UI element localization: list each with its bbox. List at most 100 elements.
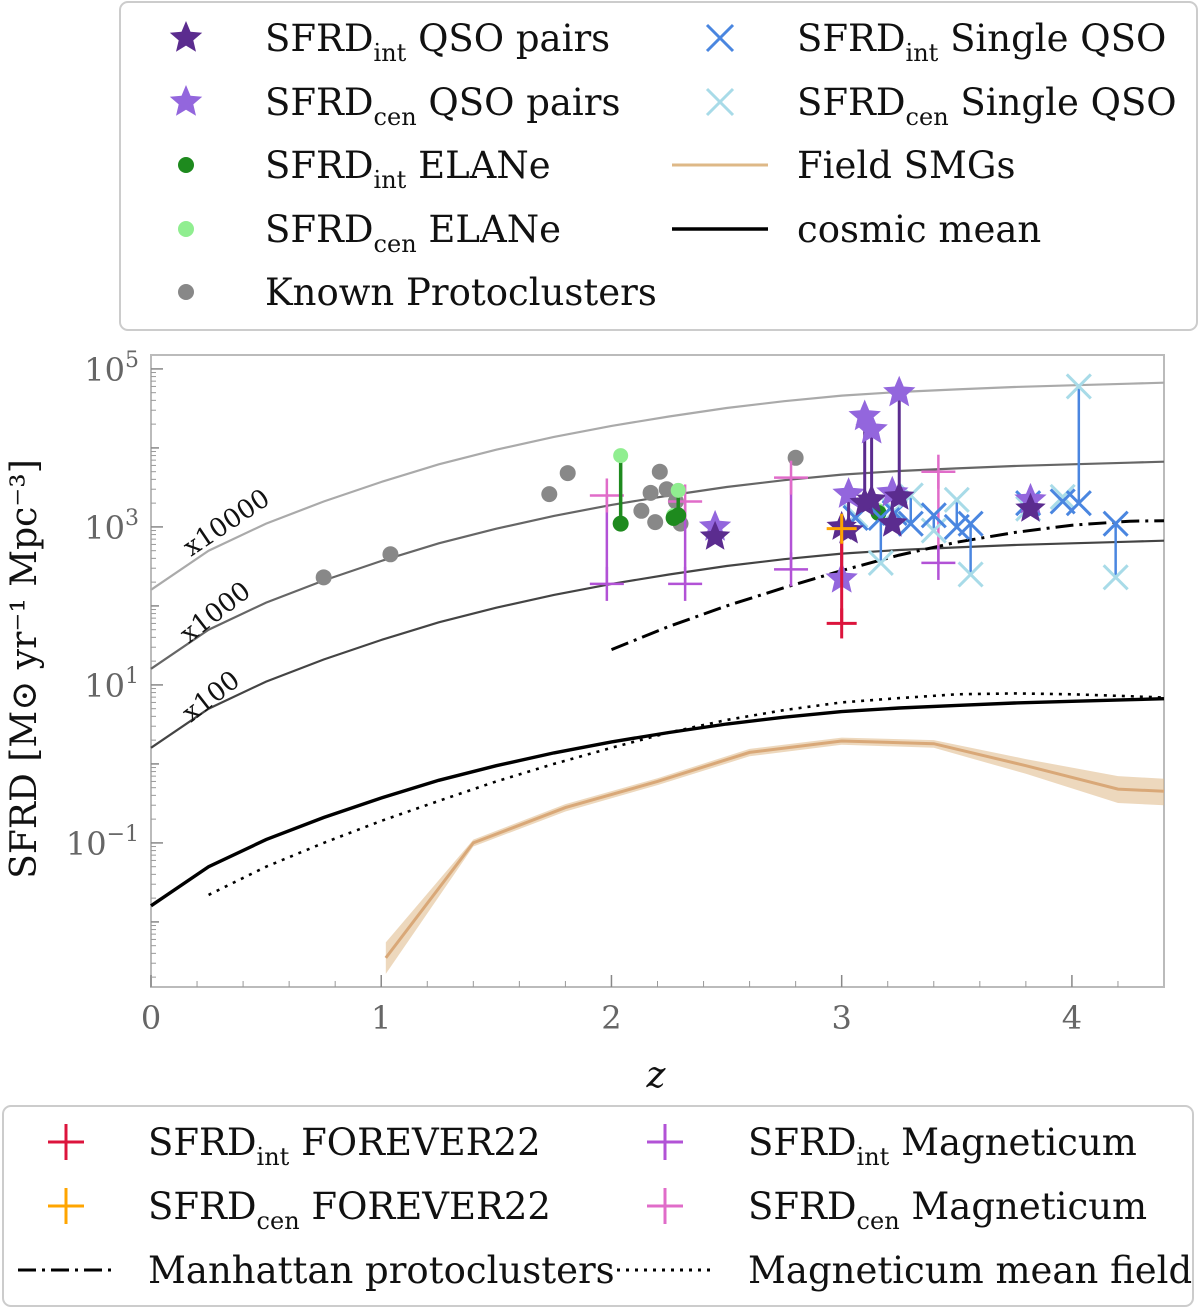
legend-entry-elane_cen: SFRDcen ELANe: [178, 208, 561, 258]
magneticum-int-marker: [921, 545, 956, 580]
legend-entry-smg: Field SMGs: [672, 144, 1015, 187]
legend-label: cosmic mean: [797, 208, 1041, 251]
y-tick-label: 105: [84, 348, 139, 389]
single-qso-cen-marker: [1049, 483, 1076, 510]
legend-label: SFRDcen QSO pairs: [265, 81, 620, 131]
scaling-label: x10000: [178, 483, 276, 562]
magneticum-cen-marker: [589, 478, 624, 513]
magneticum-mean-field-line: [208, 692, 1165, 897]
legend-f22_cen-handle: [48, 1188, 84, 1224]
legend-mag_int-handle: [647, 1124, 683, 1160]
single-qso-cen-marker: [943, 486, 970, 513]
legend-label: SFRDcen Magneticum: [748, 1185, 1147, 1235]
legend-elane_int-handle: [178, 157, 194, 173]
top-legend-box: [119, 1, 1198, 331]
bottom-legend: SFRDint FOREVER22 SFRDcen FOREVER22 Manhat…: [18, 1121, 1192, 1292]
legend-label: Magneticum mean field: [748, 1249, 1192, 1292]
legend-proto-handle: [178, 284, 194, 300]
scaled-mean-line: [150, 539, 1165, 749]
legend-label: SFRDint Single QSO: [797, 17, 1166, 67]
legend-entry-f22_int: SFRDint FOREVER22: [48, 1121, 541, 1171]
qso-pair-cen-marker: [855, 412, 888, 444]
legend-elane_cen-handle: [178, 221, 194, 237]
legend-entry-proto: Known Protoclusters: [178, 271, 657, 314]
single-qso-int-marker: [1102, 510, 1129, 537]
legend-entry-elane_int: SFRDint ELANe: [178, 144, 551, 194]
known-protocluster-point: [651, 463, 668, 480]
y-tick-label: 103: [84, 506, 139, 547]
legend-entry-cosmic: cosmic mean: [672, 208, 1041, 251]
qso-pair-int-marker: [699, 520, 731, 550]
x-axis-label: z: [646, 1055, 667, 1096]
known-protocluster-point: [633, 502, 650, 519]
legend-label: SFRDcen ELANe: [265, 208, 561, 258]
single-qso-cen-marker: [1102, 564, 1129, 591]
x-tick-label: 0: [141, 999, 161, 1037]
legend-entry-mag_cen: SFRDcen Magneticum: [647, 1185, 1147, 1235]
known-protocluster-point: [642, 484, 659, 501]
known-protocluster-point: [382, 546, 399, 563]
legend-label: Known Protoclusters: [265, 271, 657, 314]
legend-label: Field SMGs: [797, 144, 1015, 187]
qso-pair-int-marker: [856, 483, 887, 513]
forever22-cen-marker: [826, 513, 857, 544]
x-tick-label: 1: [371, 999, 391, 1037]
single-qso-cen-marker: [1065, 373, 1092, 400]
single-qso-cen-marker: [957, 561, 984, 588]
legend-entry-magfield: Magneticum mean field: [617, 1249, 1192, 1292]
qso-pair-int-marker: [884, 480, 915, 510]
legend-entry-mag_int: SFRDint Magneticum: [647, 1121, 1137, 1171]
legend-label: SFRDcen FOREVER22: [148, 1185, 551, 1235]
qso-pair-cen-marker: [883, 375, 916, 407]
legend-single_int-handle: [705, 23, 735, 53]
single-qso-int-marker: [920, 502, 947, 529]
legend-entry-f22_cen: SFRDcen FOREVER22: [48, 1185, 551, 1235]
single-qso-cen-marker: [867, 549, 894, 576]
y-tick-label: 101: [84, 664, 139, 705]
legend-label: SFRDint FOREVER22: [148, 1121, 541, 1171]
single-qso-int-marker: [897, 510, 924, 537]
cosmic-mean-line: [150, 697, 1165, 908]
field-smgs-line: [384, 739, 1165, 959]
legend-qso_int-handle: [169, 21, 203, 52]
single-qso-int-marker: [1065, 490, 1092, 517]
elane-int-point: [670, 507, 687, 524]
magneticum-int-marker: [668, 566, 703, 601]
x-tick-label: 3: [832, 999, 852, 1037]
scaled-mean-line: [150, 381, 1165, 591]
single-qso-int-marker: [957, 510, 984, 537]
legend-entry-single_int: SFRDint Single QSO: [705, 17, 1166, 67]
legend-label: SFRDint QSO pairs: [265, 17, 610, 67]
legend-entry-qso_int: SFRDint QSO pairs: [169, 17, 610, 67]
legend-label: SFRDcen Single QSO: [797, 81, 1177, 131]
legend-qso_cen-handle: [169, 85, 203, 116]
legend-entry-manhattan: Manhattan protoclusters: [18, 1249, 615, 1292]
known-protocluster-point: [541, 486, 558, 503]
top-legend: SFRDint QSO pairs SFRDcen QSO pairs SFRDin…: [169, 17, 1177, 314]
magneticum-int-marker: [589, 566, 624, 601]
known-protocluster-point: [559, 465, 576, 482]
elane-cen-point: [670, 482, 686, 498]
legend-single_cen-handle: [705, 87, 735, 117]
magneticum-cen-marker: [921, 454, 956, 489]
scaling-label: x100: [177, 665, 246, 728]
elane-cen-point: [613, 448, 629, 464]
elane-int-point: [612, 515, 629, 532]
known-protocluster-point: [658, 481, 675, 498]
known-protocluster-point: [647, 514, 664, 531]
y-axis-label: SFRD [M⊙ yr⁻¹ Mpc⁻³]: [4, 459, 45, 879]
legend-mag_cen-handle: [647, 1188, 683, 1224]
manhattan-protoclusters-line: [610, 519, 1165, 651]
x-tick-label: 4: [1062, 999, 1082, 1037]
legend-label: SFRDint ELANe: [265, 144, 551, 194]
legend-entry-qso_cen: SFRDcen QSO pairs: [169, 81, 620, 131]
legend-label: Manhattan protoclusters: [148, 1249, 615, 1292]
plot-area: [150, 354, 1165, 988]
legend-entry-single_cen: SFRDcen Single QSO: [705, 81, 1177, 131]
qso-pair-int-marker: [877, 507, 908, 537]
known-protocluster-point: [315, 569, 332, 586]
field-smgs-band: [385, 737, 1164, 974]
x-tick-label: 2: [601, 999, 621, 1037]
